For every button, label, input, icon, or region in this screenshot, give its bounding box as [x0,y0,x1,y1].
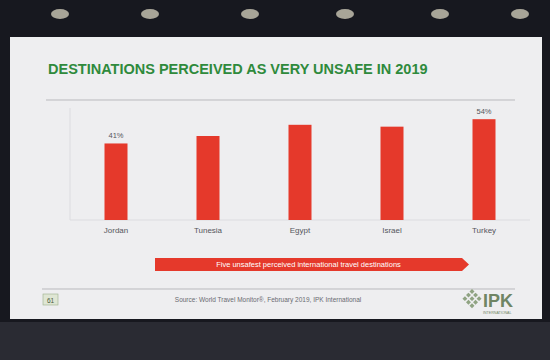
title-rule [46,100,515,101]
category-label: Jordan [104,226,128,235]
logo-mark [473,300,478,305]
page: DESTINATIONS PERCEIVED AS VERY UNSAFE IN… [0,0,550,360]
stage-light [241,9,259,19]
background [0,0,550,360]
data-label: 41% [108,131,123,140]
bar [197,136,220,220]
logo-mark [477,296,482,301]
bar [289,125,312,220]
logo-mark [466,300,471,305]
y-axis-line [70,108,71,220]
bar [105,143,128,220]
stage-light [431,9,449,19]
stage-light [511,9,529,19]
annotation: Five unsafest perceived international tr… [216,260,401,269]
stage-floor [0,322,550,360]
logo-mark [470,289,475,294]
slide-photo: DESTINATIONS PERCEIVED AS VERY UNSAFE IN… [0,0,550,360]
logo-mark [473,293,478,298]
source: Source: World Travel Monitor®, February … [175,296,362,304]
logo-mark [470,296,475,301]
bar [473,119,496,220]
data-label: 54% [476,107,491,116]
category-label: Tunesia [194,226,223,235]
stage-light [141,9,159,19]
stage-light [336,9,354,19]
title: DESTINATIONS PERCEIVED AS VERY UNSAFE IN… [48,61,428,77]
category-label: Egypt [290,226,311,235]
logo-text: IPK [483,291,513,311]
logo-subtitle: INTERNATIONAL [483,311,512,315]
logo: IPKINTERNATIONAL [462,289,513,315]
page-number-box [43,294,58,305]
bar [381,127,404,220]
slide [10,37,542,319]
category-label: Israel [382,226,402,235]
logo-mark [462,296,467,301]
footer-rule [42,289,515,290]
category-label: Turkey [472,226,496,235]
page-number: 61 [47,297,55,304]
bars [105,119,496,220]
logo-mark [466,293,471,298]
annotation-arrow [155,258,469,271]
stage-light [51,9,69,19]
logo-mark [470,303,475,308]
